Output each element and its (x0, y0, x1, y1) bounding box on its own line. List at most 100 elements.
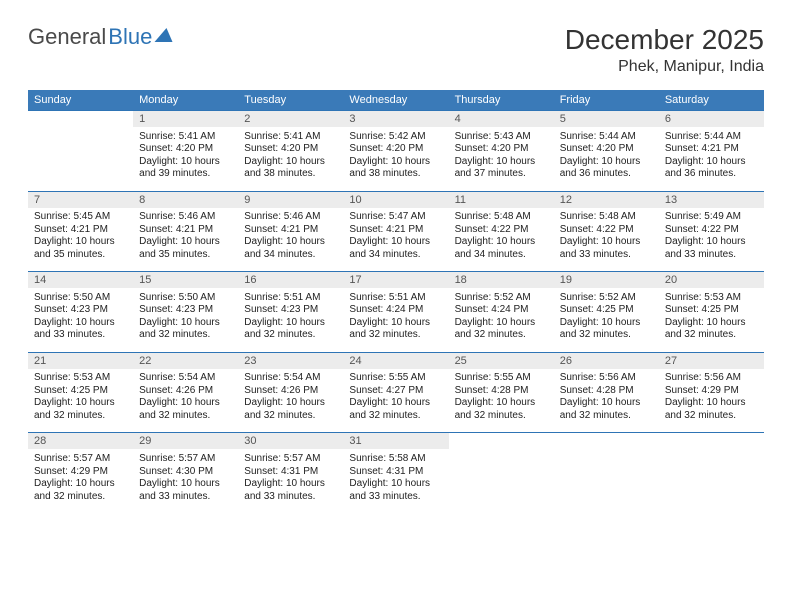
daylight-line: Daylight: 10 hours and 32 minutes. (139, 397, 232, 422)
sunrise-line: Sunrise: 5:41 AM (139, 131, 232, 144)
sunrise-line: Sunrise: 5:53 AM (34, 372, 127, 385)
sunrise-line: Sunrise: 5:51 AM (349, 292, 442, 305)
sunrise-line: Sunrise: 5:52 AM (560, 292, 653, 305)
sunset-line: Sunset: 4:23 PM (139, 304, 232, 317)
sunset-line: Sunset: 4:26 PM (244, 385, 337, 398)
sunrise-line: Sunrise: 5:46 AM (244, 211, 337, 224)
day-number: 3 (343, 111, 448, 128)
sunrise-line: Sunrise: 5:53 AM (665, 292, 758, 305)
daylight-line: Daylight: 10 hours and 32 minutes. (455, 397, 548, 422)
location: Phek, Manipur, India (565, 58, 764, 76)
sunrise-line: Sunrise: 5:46 AM (139, 211, 232, 224)
day-cell: Sunrise: 5:53 AMSunset: 4:25 PMDaylight:… (28, 369, 133, 433)
sunset-line: Sunset: 4:22 PM (665, 224, 758, 237)
dow-monday: Monday (133, 90, 238, 111)
title-block: December 2025 Phek, Manipur, India (565, 24, 764, 76)
day-cell: Sunrise: 5:58 AMSunset: 4:31 PMDaylight:… (343, 449, 448, 513)
day-number: 22 (133, 352, 238, 369)
day-number: 31 (343, 433, 448, 450)
day-number: 11 (449, 191, 554, 208)
day-number: 16 (238, 272, 343, 289)
sunset-line: Sunset: 4:22 PM (560, 224, 653, 237)
daylight-line: Daylight: 10 hours and 36 minutes. (560, 156, 653, 181)
daylight-line: Daylight: 10 hours and 32 minutes. (455, 317, 548, 342)
day-cell: Sunrise: 5:42 AMSunset: 4:20 PMDaylight:… (343, 127, 448, 191)
daylight-line: Daylight: 10 hours and 32 minutes. (665, 317, 758, 342)
sunset-line: Sunset: 4:20 PM (244, 143, 337, 156)
day-number: 4 (449, 111, 554, 128)
sunrise-line: Sunrise: 5:55 AM (455, 372, 548, 385)
day-number: 12 (554, 191, 659, 208)
day-cell: Sunrise: 5:52 AMSunset: 4:25 PMDaylight:… (554, 288, 659, 352)
dow-wednesday: Wednesday (343, 90, 448, 111)
daylight-line: Daylight: 10 hours and 36 minutes. (665, 156, 758, 181)
day-number: 20 (659, 272, 764, 289)
day-cell: Sunrise: 5:46 AMSunset: 4:21 PMDaylight:… (133, 208, 238, 272)
week-1-content: Sunrise: 5:45 AMSunset: 4:21 PMDaylight:… (28, 208, 764, 272)
sunrise-line: Sunrise: 5:49 AM (665, 211, 758, 224)
daylight-line: Daylight: 10 hours and 32 minutes. (139, 317, 232, 342)
day-cell: Sunrise: 5:55 AMSunset: 4:28 PMDaylight:… (449, 369, 554, 433)
daylight-line: Daylight: 10 hours and 33 minutes. (34, 317, 127, 342)
day-number: 29 (133, 433, 238, 450)
day-number: 5 (554, 111, 659, 128)
empty-cell (28, 127, 133, 191)
day-cell: Sunrise: 5:56 AMSunset: 4:28 PMDaylight:… (554, 369, 659, 433)
day-cell: Sunrise: 5:56 AMSunset: 4:29 PMDaylight:… (659, 369, 764, 433)
sunrise-line: Sunrise: 5:56 AM (560, 372, 653, 385)
sunset-line: Sunset: 4:24 PM (455, 304, 548, 317)
dow-tuesday: Tuesday (238, 90, 343, 111)
day-number: 15 (133, 272, 238, 289)
daylight-line: Daylight: 10 hours and 32 minutes. (34, 397, 127, 422)
week-4-content: Sunrise: 5:57 AM Sunset: 4:29 PMDaylight:… (28, 449, 764, 513)
empty-cell (554, 433, 659, 450)
daylight-line: Daylight: 10 hours and 32 minutes. (34, 478, 127, 503)
day-cell: Sunrise: 5:52 AMSunset: 4:24 PMDaylight:… (449, 288, 554, 352)
day-cell: Sunrise: 5:50 AMSunset: 4:23 PMDaylight:… (133, 288, 238, 352)
sunset-line: Sunset: 4:20 PM (139, 143, 232, 156)
daylight-line: Daylight: 10 hours and 34 minutes. (455, 236, 548, 261)
sunset-line: Sunset: 4:20 PM (560, 143, 653, 156)
daylight-line: Daylight: 10 hours and 38 minutes. (349, 156, 442, 181)
sunrise-line: Sunrise: 5:58 AM (349, 453, 442, 466)
day-cell: Sunrise: 5:51 AMSunset: 4:24 PMDaylight:… (343, 288, 448, 352)
sunrise-line: Sunrise: 5:57 AM (139, 453, 232, 466)
day-number: 2 (238, 111, 343, 128)
day-number: 19 (554, 272, 659, 289)
sunset-line: Sunset: 4:26 PM (139, 385, 232, 398)
sunset-line: Sunset: 4:29 PM (34, 466, 127, 479)
sunset-line: Sunset: 4:21 PM (244, 224, 337, 237)
week-2-content: Sunrise: 5:50 AMSunset: 4:23 PMDaylight:… (28, 288, 764, 352)
day-cell: Sunrise: 5:44 AMSunset: 4:20 PMDaylight:… (554, 127, 659, 191)
sunset-line: Sunset: 4:31 PM (244, 466, 337, 479)
day-cell: Sunrise: 5:53 AMSunset: 4:25 PMDaylight:… (659, 288, 764, 352)
dow-sunday: Sunday (28, 90, 133, 111)
sunrise-line: Sunrise: 5:44 AM (560, 131, 653, 144)
empty-cell (554, 449, 659, 513)
month-title: December 2025 (565, 24, 764, 56)
daylight-line: Daylight: 10 hours and 32 minutes. (244, 397, 337, 422)
day-number: 13 (659, 191, 764, 208)
day-of-week-header: SundayMondayTuesdayWednesdayThursdayFrid… (28, 90, 764, 111)
sunrise-line: Sunrise: 5:50 AM (139, 292, 232, 305)
day-number: 7 (28, 191, 133, 208)
dow-thursday: Thursday (449, 90, 554, 111)
day-number: 6 (659, 111, 764, 128)
sunset-line: Sunset: 4:20 PM (455, 143, 548, 156)
sunset-line: Sunset: 4:25 PM (34, 385, 127, 398)
day-number: 24 (343, 352, 448, 369)
week-0-content: Sunrise: 5:41 AMSunset: 4:20 PMDaylight:… (28, 127, 764, 191)
daylight-line: Daylight: 10 hours and 38 minutes. (244, 156, 337, 181)
day-cell: Sunrise: 5:54 AMSunset: 4:26 PMDaylight:… (238, 369, 343, 433)
week-2-daynums: 14151617181920 (28, 272, 764, 289)
day-cell: Sunrise: 5:46 AMSunset: 4:21 PMDaylight:… (238, 208, 343, 272)
empty-cell (449, 449, 554, 513)
sunrise-line: Sunrise: 5:47 AM (349, 211, 442, 224)
sunset-line: Sunset: 4:31 PM (349, 466, 442, 479)
sunrise-line: Sunrise: 5:43 AM (455, 131, 548, 144)
logo-text-blue: Blue (108, 24, 152, 50)
daylight-line: Daylight: 10 hours and 32 minutes. (349, 317, 442, 342)
week-3-content: Sunrise: 5:53 AMSunset: 4:25 PMDaylight:… (28, 369, 764, 433)
sunset-line: Sunset: 4:25 PM (665, 304, 758, 317)
daylight-line: Daylight: 10 hours and 32 minutes. (349, 397, 442, 422)
